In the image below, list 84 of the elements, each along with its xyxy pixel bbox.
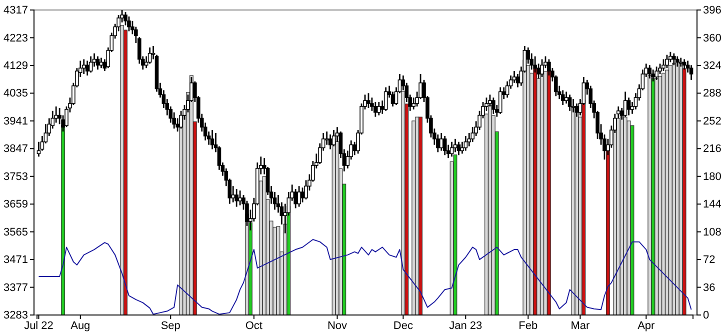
x-tick-label: Aug — [70, 320, 90, 332]
candlestick — [297, 185, 301, 208]
y-tick-label: 4035 — [4, 88, 28, 100]
candlestick — [672, 52, 676, 66]
candlestick — [492, 96, 496, 115]
y-tick-label: 3565 — [4, 226, 28, 238]
bar — [418, 116, 422, 316]
y-tick-label: 3283 — [4, 310, 28, 322]
candlestick — [623, 91, 628, 118]
candlestick — [662, 58, 666, 72]
candlestick — [675, 56, 680, 68]
x-tick-label: Jan 23 — [449, 320, 482, 332]
candlestick — [689, 64, 694, 81]
x-tick-label: Feb — [518, 320, 538, 332]
candlestick — [85, 60, 90, 76]
candlestick — [324, 130, 329, 146]
candlestick — [654, 66, 658, 81]
y-tick-label: 4317 — [4, 4, 28, 17]
candlestick — [148, 46, 152, 64]
candlestick — [96, 56, 100, 70]
candlestick — [648, 64, 652, 80]
candlestick — [376, 101, 381, 116]
candlestick — [374, 101, 378, 118]
line-series — [38, 239, 692, 315]
y2-tick-label: 324 — [703, 60, 722, 72]
x-tick-label: Jul 22 — [24, 320, 54, 332]
y2-tick-label: 72 — [703, 254, 716, 266]
x-tick-label: Dec — [393, 320, 414, 332]
candlestick — [294, 188, 298, 209]
candlestick — [464, 135, 468, 152]
candlestick — [442, 135, 447, 156]
y-tick-label: 3659 — [4, 198, 28, 211]
y-tick-label: 3471 — [4, 254, 28, 266]
y2-tick-label: 0 — [703, 310, 710, 322]
y2-tick-label: 144 — [703, 198, 722, 211]
y-tick-label: 3941 — [4, 115, 28, 128]
x-tick-label: Apr — [638, 320, 656, 332]
candlestick — [439, 132, 444, 152]
x-tick-label: Sep — [160, 320, 180, 332]
candlestick — [450, 141, 454, 158]
candlestick — [88, 56, 93, 74]
y2-tick-label: 288 — [703, 88, 722, 100]
candlestick — [453, 138, 458, 153]
y-tick-label: 3377 — [4, 282, 28, 294]
candlestick — [516, 73, 520, 88]
y2-tick-label: 252 — [703, 115, 722, 128]
y2-tick-label: 36 — [703, 282, 716, 294]
candlestick — [366, 92, 370, 109]
candlestick — [456, 141, 461, 156]
y-tick-label: 3847 — [4, 143, 28, 156]
candlestick — [384, 86, 388, 112]
candlestick — [127, 16, 131, 32]
y2-tick-label: 180 — [703, 170, 722, 183]
candlestick — [328, 134, 332, 150]
candlestick — [300, 186, 304, 204]
x-tick-label: Nov — [327, 320, 348, 332]
candlestick — [564, 91, 568, 104]
candlestick — [488, 94, 492, 108]
candlestick — [665, 54, 669, 69]
candlestick — [210, 129, 214, 150]
x-tick-label: Oct — [245, 320, 262, 332]
candlestick — [238, 190, 242, 206]
y2-tick-label: 396 — [703, 4, 722, 17]
candlestick — [99, 57, 104, 69]
candlestick — [651, 68, 655, 82]
candlestick — [560, 90, 565, 106]
y2-tick-label: 360 — [703, 32, 722, 44]
candlestick — [234, 188, 238, 208]
candlestick — [626, 96, 631, 116]
candlestick — [82, 58, 86, 75]
candlestick — [332, 129, 336, 147]
y-tick-label: 4223 — [4, 32, 28, 44]
y2-tick-label: 108 — [703, 226, 722, 238]
candlestick — [568, 94, 572, 112]
candlestick — [571, 98, 576, 114]
candlestick — [574, 102, 579, 118]
candlestick — [498, 86, 502, 115]
x-tick-label: Mar — [570, 320, 590, 332]
y-tick-label: 4129 — [4, 60, 28, 72]
candlestick — [36, 141, 41, 158]
y2-tick-label: 216 — [703, 143, 722, 156]
candlestick — [682, 58, 686, 70]
y-tick-label: 3753 — [4, 170, 28, 183]
candlestick — [540, 58, 544, 78]
